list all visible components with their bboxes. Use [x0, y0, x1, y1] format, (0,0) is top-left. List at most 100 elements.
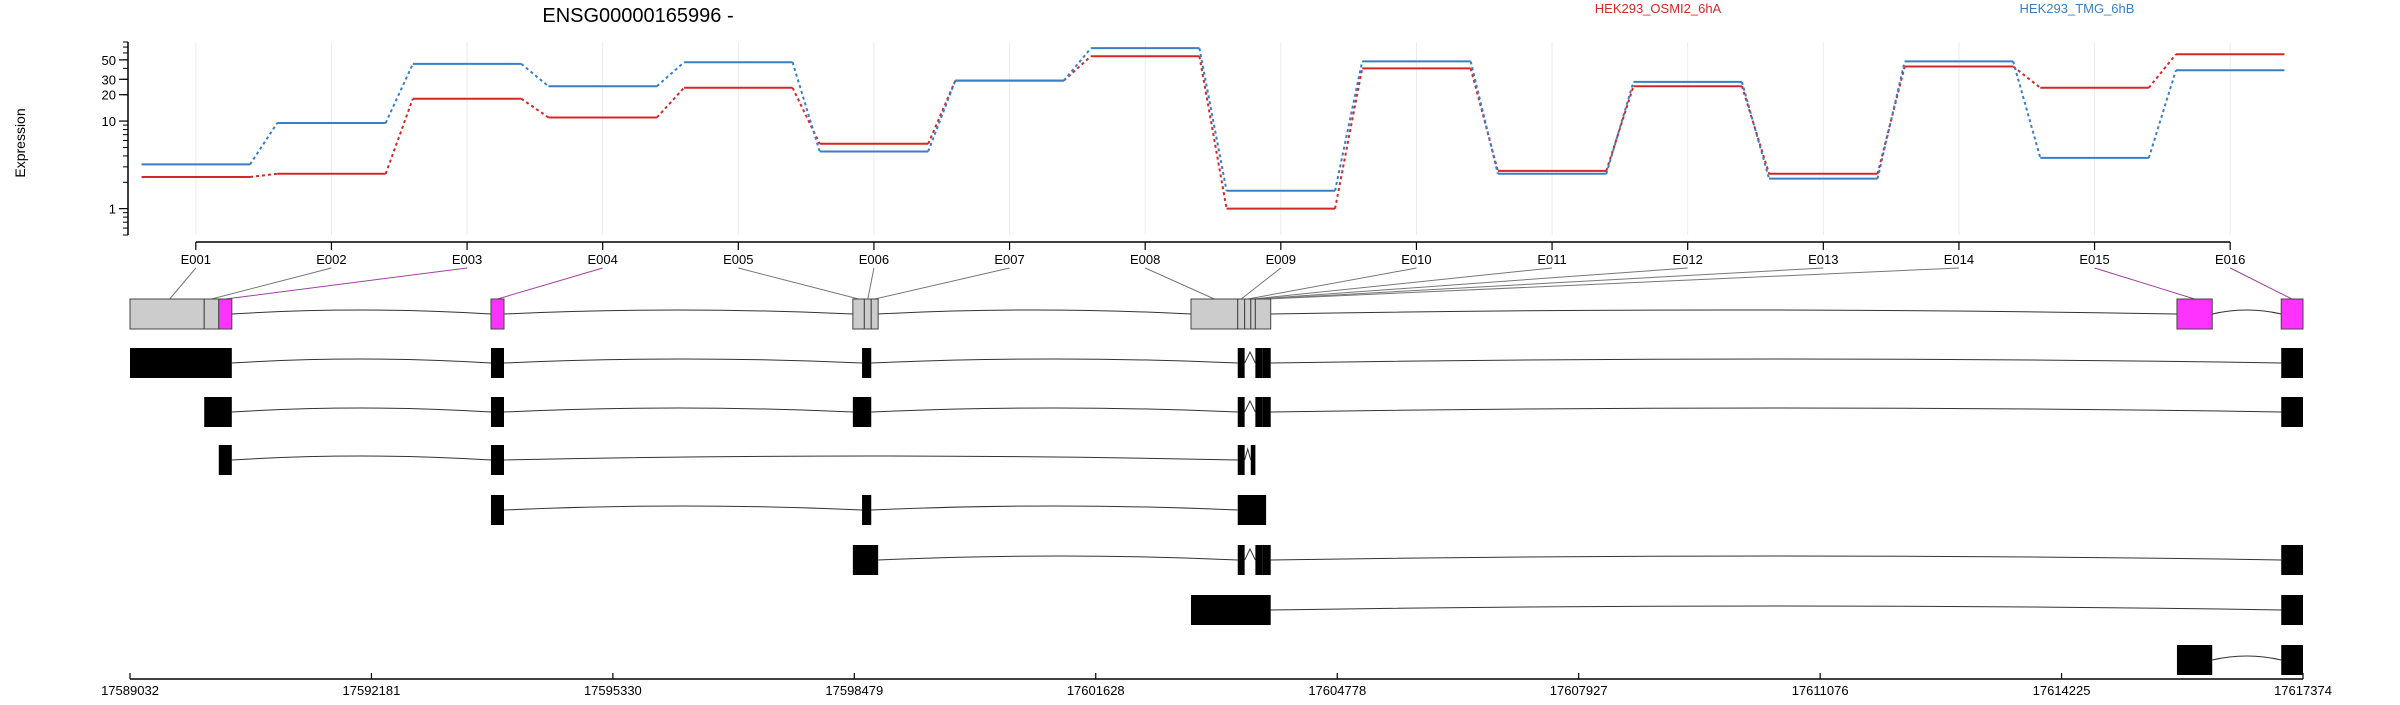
- x-tick-label: E002: [316, 252, 346, 267]
- y-tick-label: 1: [109, 202, 116, 217]
- transcript-exon: [1237, 348, 1245, 378]
- gene-exon: [2280, 298, 2304, 330]
- transcript-exon: [490, 348, 504, 378]
- transcript-row: [130, 348, 2303, 378]
- gene-exon: [218, 298, 233, 330]
- exon-connectors: [169, 267, 2293, 300]
- transcript-intron: [2212, 655, 2282, 661]
- exon-connector: [1240, 267, 1282, 300]
- transcript-exon: [2281, 397, 2303, 427]
- transcript-exon: [1262, 348, 1271, 378]
- transcript-exon: [218, 445, 232, 475]
- exon-connector: [1253, 267, 1553, 300]
- transcript-exon: [1237, 445, 1245, 475]
- gene-exon: [490, 298, 505, 330]
- series-connector: [520, 63, 550, 88]
- transcript-exon: [852, 397, 872, 427]
- exon-connector: [1262, 267, 1824, 300]
- intron-line: [503, 309, 853, 315]
- intron-line: [231, 309, 491, 315]
- transcript-intron: [1244, 447, 1252, 461]
- exon-connector: [1266, 267, 1959, 300]
- gene-exon: [2176, 298, 2213, 330]
- gene-exon: [870, 298, 879, 330]
- series-connector: [384, 98, 414, 175]
- series-connector: [791, 87, 821, 145]
- y-tick-label: 30: [102, 72, 116, 87]
- x-axis: E001 E002 E003 E004 E005 E006 E007 E008 E009 E010…: [181, 241, 2245, 267]
- series-lines: [141, 47, 2285, 210]
- x-tick-label: E009: [1266, 252, 1296, 267]
- transcript-intron: [503, 407, 853, 413]
- genome-tick-label: 17595330: [584, 683, 642, 698]
- series-connector: [2012, 61, 2042, 159]
- series-connector: [1198, 56, 1228, 209]
- transcript-intron: [1270, 358, 2282, 364]
- intron-line: [2212, 309, 2282, 315]
- genome-tick-label: 17592181: [343, 683, 401, 698]
- x-tick-label: E004: [588, 252, 618, 267]
- intron-line: [878, 309, 1191, 315]
- x-tick-label: E016: [2215, 252, 2245, 267]
- gene-exon: [1254, 298, 1272, 330]
- genome-tick-label: 17589032: [101, 683, 159, 698]
- transcript-row: [852, 545, 2303, 575]
- series-connector: [927, 80, 957, 152]
- transcript-exon: [490, 495, 504, 525]
- genome-tick-label: 17614225: [2033, 683, 2091, 698]
- x-tick-label: E006: [859, 252, 889, 267]
- gene-exon: [863, 298, 872, 330]
- exon-connector: [225, 267, 468, 300]
- gene-exon: [129, 298, 205, 330]
- transcript-exon: [1262, 545, 1271, 575]
- x-tick-label: E013: [1808, 252, 1838, 267]
- x-tick-label: E008: [1130, 252, 1160, 267]
- x-tick-label: E003: [452, 252, 482, 267]
- exon-connector: [738, 267, 859, 300]
- x-tick-label: E012: [1673, 252, 1703, 267]
- genome-tick-label: 17611076: [1792, 683, 1849, 698]
- exon-connector: [874, 267, 1010, 300]
- transcript-intron: [1270, 605, 2282, 611]
- transcript-exon: [862, 348, 872, 378]
- y-tick-label: 20: [102, 88, 116, 103]
- genome-tick-label: 17617374: [2274, 683, 2332, 698]
- genome-tick-label: 17604778: [1308, 683, 1366, 698]
- exon-connector: [169, 267, 197, 300]
- transcript-row: [490, 495, 1267, 525]
- series-connector: [2148, 53, 2177, 89]
- transcript-row: [1190, 595, 2303, 625]
- transcript-exon: [2281, 348, 2303, 378]
- x-tick-label: E001: [181, 252, 211, 267]
- x-tick-label: E005: [723, 252, 753, 267]
- genome-tick-label: 17601628: [1067, 683, 1125, 698]
- series-connector: [1063, 47, 1092, 82]
- transcript-exon: [130, 348, 232, 378]
- transcript-exon: [204, 397, 232, 427]
- transcript-exon: [490, 397, 504, 427]
- gridlines: [195, 42, 2231, 235]
- transcript-exon: [2281, 595, 2303, 625]
- transcript-exon: [2281, 545, 2303, 575]
- gene-exon: [1250, 298, 1256, 330]
- transcript-exon: [1237, 397, 1245, 427]
- exon-connector: [867, 267, 875, 300]
- x-tick-label: E010: [1401, 252, 1431, 267]
- transcript-exon: [1190, 595, 1271, 625]
- transcript-intron: [231, 455, 491, 461]
- transcript-intron: [1270, 555, 2282, 561]
- x-tick-label: E011: [1537, 252, 1566, 267]
- transcript-intron: [503, 455, 1238, 461]
- series-connector: [384, 63, 414, 124]
- exon-connector: [2094, 267, 2195, 300]
- series-connector: [1876, 61, 1906, 179]
- intron-line: [1270, 309, 2177, 315]
- chart-title: ENSG00000165996 -: [542, 5, 733, 27]
- transcript-intron: [878, 555, 1238, 561]
- series-connector: [791, 61, 821, 152]
- transcript-intron: [1244, 350, 1256, 364]
- series-connector: [1605, 85, 1635, 172]
